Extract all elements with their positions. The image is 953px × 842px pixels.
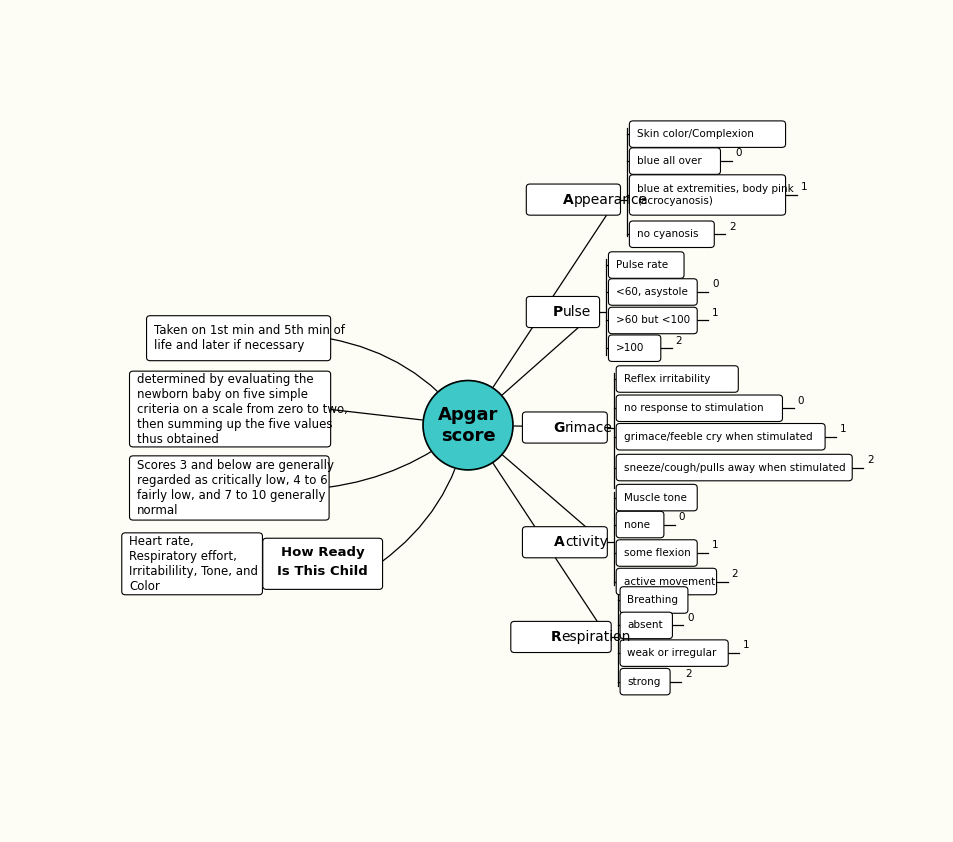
Text: no response to stimulation: no response to stimulation <box>623 403 762 413</box>
Text: blue at extremities, body pink
(acrocyanosis): blue at extremities, body pink (acrocyan… <box>636 184 793 205</box>
Text: Muscle tone: Muscle tone <box>623 493 686 503</box>
Text: ctivity: ctivity <box>564 536 607 549</box>
FancyBboxPatch shape <box>629 148 720 174</box>
FancyBboxPatch shape <box>629 175 784 216</box>
Text: R: R <box>550 630 560 644</box>
Text: >60 but <100: >60 but <100 <box>616 316 689 326</box>
Text: 2: 2 <box>731 569 738 578</box>
Text: 0: 0 <box>797 396 803 406</box>
Text: no cyanosis: no cyanosis <box>636 229 698 239</box>
Text: sneeze/cough/pulls away when stimulated: sneeze/cough/pulls away when stimulated <box>623 462 844 472</box>
FancyBboxPatch shape <box>619 669 669 695</box>
Text: grimace/feeble cry when stimulated: grimace/feeble cry when stimulated <box>623 432 811 442</box>
FancyBboxPatch shape <box>629 221 714 248</box>
FancyBboxPatch shape <box>522 412 607 443</box>
FancyBboxPatch shape <box>262 538 382 589</box>
Text: 1: 1 <box>711 308 718 317</box>
FancyBboxPatch shape <box>147 316 331 360</box>
Text: 2: 2 <box>675 335 681 345</box>
FancyBboxPatch shape <box>629 121 784 147</box>
Text: 1: 1 <box>840 424 845 434</box>
Text: strong: strong <box>627 677 660 686</box>
Text: 1: 1 <box>742 641 749 650</box>
Text: Apgar
score: Apgar score <box>437 406 497 445</box>
FancyBboxPatch shape <box>122 533 262 594</box>
FancyBboxPatch shape <box>616 365 738 392</box>
FancyBboxPatch shape <box>130 371 331 447</box>
FancyBboxPatch shape <box>616 395 781 422</box>
Text: 2: 2 <box>728 221 735 232</box>
Text: weak or irregular: weak or irregular <box>627 648 716 658</box>
Text: Reflex irritability: Reflex irritability <box>623 374 709 384</box>
Text: >100: >100 <box>616 344 643 353</box>
Text: ppearance: ppearance <box>573 193 647 206</box>
Text: Taken on 1st min and 5th min of
life and later if necessary: Taken on 1st min and 5th min of life and… <box>153 324 344 352</box>
Text: Heart rate,
Respiratory effort,
Irritabilility, Tone, and
Color: Heart rate, Respiratory effort, Irritabi… <box>129 535 258 593</box>
FancyBboxPatch shape <box>616 424 824 450</box>
Text: Is This Child: Is This Child <box>277 565 368 578</box>
Ellipse shape <box>422 381 513 470</box>
Text: How Ready: How Ready <box>280 546 364 558</box>
Text: G: G <box>553 420 564 434</box>
Text: determined by evaluating the
newborn baby on five simple
criteria on a scale fro: determined by evaluating the newborn bab… <box>136 372 348 445</box>
Text: espiration: espiration <box>560 630 630 644</box>
FancyBboxPatch shape <box>608 279 697 306</box>
FancyBboxPatch shape <box>619 612 672 639</box>
Text: <60, asystole: <60, asystole <box>616 287 687 297</box>
Text: 0: 0 <box>735 148 741 158</box>
FancyBboxPatch shape <box>616 455 851 481</box>
Text: Pulse rate: Pulse rate <box>616 260 667 270</box>
Text: blue all over: blue all over <box>636 156 700 166</box>
FancyBboxPatch shape <box>619 587 687 613</box>
Text: Skin color/Complexion: Skin color/Complexion <box>636 129 753 139</box>
Text: A: A <box>562 193 573 206</box>
FancyBboxPatch shape <box>526 296 598 328</box>
Text: rimace: rimace <box>564 420 612 434</box>
FancyBboxPatch shape <box>526 184 619 216</box>
Text: 2: 2 <box>684 669 691 679</box>
Text: none: none <box>623 520 649 530</box>
FancyBboxPatch shape <box>510 621 611 653</box>
Text: 2: 2 <box>866 455 873 465</box>
FancyBboxPatch shape <box>616 540 697 567</box>
Text: 1: 1 <box>711 541 718 551</box>
Text: A: A <box>554 536 564 549</box>
FancyBboxPatch shape <box>130 456 329 520</box>
Text: active movement: active movement <box>623 577 714 587</box>
Text: 0: 0 <box>679 512 684 522</box>
Text: Breathing: Breathing <box>627 595 678 605</box>
Text: ulse: ulse <box>562 305 591 319</box>
FancyBboxPatch shape <box>619 640 727 666</box>
Text: P: P <box>552 305 562 319</box>
Text: some flexion: some flexion <box>623 548 690 558</box>
Text: absent: absent <box>627 621 662 631</box>
FancyBboxPatch shape <box>608 252 683 279</box>
Text: 1: 1 <box>800 182 806 192</box>
FancyBboxPatch shape <box>616 511 663 538</box>
Text: Scores 3 and below are generally
regarded as critically low, 4 to 6
fairly low, : Scores 3 and below are generally regarde… <box>136 459 334 517</box>
FancyBboxPatch shape <box>616 568 716 594</box>
FancyBboxPatch shape <box>608 335 660 361</box>
FancyBboxPatch shape <box>522 527 607 557</box>
FancyBboxPatch shape <box>608 307 697 333</box>
Text: 0: 0 <box>711 280 718 290</box>
Text: 0: 0 <box>686 613 693 623</box>
FancyBboxPatch shape <box>616 484 697 511</box>
